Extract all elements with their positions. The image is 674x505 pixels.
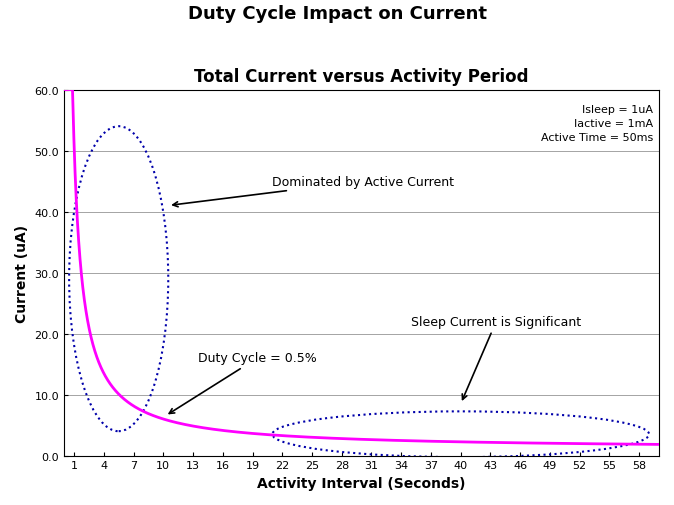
X-axis label: Activity Interval (Seconds): Activity Interval (Seconds) — [257, 476, 466, 490]
Text: Sleep Current is Significant: Sleep Current is Significant — [411, 315, 581, 399]
Text: Isleep = 1uA
Iactive = 1mA
Active Time = 50ms: Isleep = 1uA Iactive = 1mA Active Time =… — [541, 105, 653, 143]
Text: Duty Cycle = 0.5%: Duty Cycle = 0.5% — [169, 352, 317, 414]
Y-axis label: Current (uA): Current (uA) — [15, 224, 29, 322]
Title: Total Current versus Activity Period: Total Current versus Activity Period — [194, 68, 529, 86]
Text: Dominated by Active Current: Dominated by Active Current — [173, 175, 454, 208]
Text: Duty Cycle Impact on Current: Duty Cycle Impact on Current — [187, 5, 487, 23]
